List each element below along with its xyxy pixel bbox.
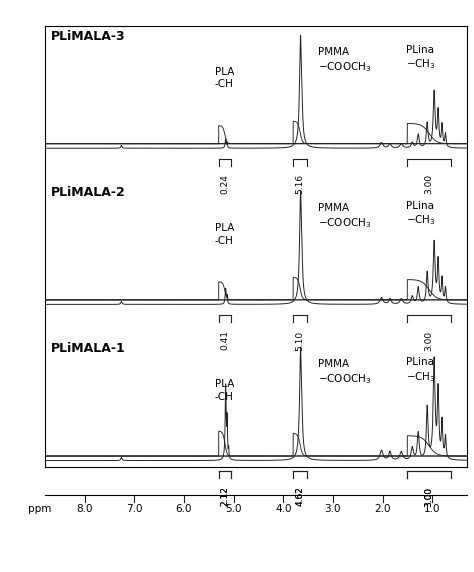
- Text: PMMA
$\mathsf{-COOCH_3}$: PMMA $\mathsf{-COOCH_3}$: [318, 359, 372, 386]
- Text: 3.0: 3.0: [325, 504, 341, 514]
- Text: 3.00: 3.00: [425, 487, 434, 507]
- Text: 5.16: 5.16: [296, 174, 305, 194]
- Text: 3.00: 3.00: [425, 331, 434, 351]
- Text: 2.0: 2.0: [374, 504, 391, 514]
- Text: 5.0: 5.0: [225, 504, 242, 514]
- Text: 0.41: 0.41: [220, 331, 229, 351]
- Text: PMMA
$\mathsf{-COOCH_3}$: PMMA $\mathsf{-COOCH_3}$: [318, 47, 372, 74]
- Text: 1.0: 1.0: [424, 504, 440, 514]
- Text: PLina
$\mathsf{-CH_3}$: PLina $\mathsf{-CH_3}$: [406, 201, 436, 228]
- Text: 3.00: 3.00: [425, 174, 434, 194]
- Text: PLina
$\mathsf{-CH_3}$: PLina $\mathsf{-CH_3}$: [406, 45, 436, 72]
- Text: 4.62: 4.62: [296, 487, 305, 506]
- Text: 8.0: 8.0: [76, 504, 93, 514]
- Text: ppm: ppm: [27, 504, 51, 514]
- Text: 4.62: 4.62: [296, 487, 305, 506]
- Text: 0.24: 0.24: [220, 174, 229, 194]
- Text: 6.0: 6.0: [176, 504, 192, 514]
- Text: 4.0: 4.0: [275, 504, 292, 514]
- Text: PLA
-CH: PLA -CH: [215, 223, 234, 245]
- Text: PLina
$\mathsf{-CH_3}$: PLina $\mathsf{-CH_3}$: [406, 357, 436, 384]
- Text: PLiMALA-2: PLiMALA-2: [51, 186, 126, 199]
- Text: PLA
-CH: PLA -CH: [215, 67, 234, 89]
- Text: PLiMALA-3: PLiMALA-3: [51, 30, 126, 43]
- Text: 7.0: 7.0: [126, 504, 143, 514]
- Text: 3.00: 3.00: [425, 487, 434, 507]
- Text: PMMA
$\mathsf{-COOCH_3}$: PMMA $\mathsf{-COOCH_3}$: [318, 203, 372, 230]
- Text: 5.10: 5.10: [296, 331, 305, 351]
- Text: 2.12: 2.12: [220, 487, 229, 506]
- Text: PLiMALA-1: PLiMALA-1: [51, 343, 126, 355]
- Text: 2.12: 2.12: [220, 487, 229, 506]
- Text: PLA
-CH: PLA -CH: [215, 379, 234, 402]
